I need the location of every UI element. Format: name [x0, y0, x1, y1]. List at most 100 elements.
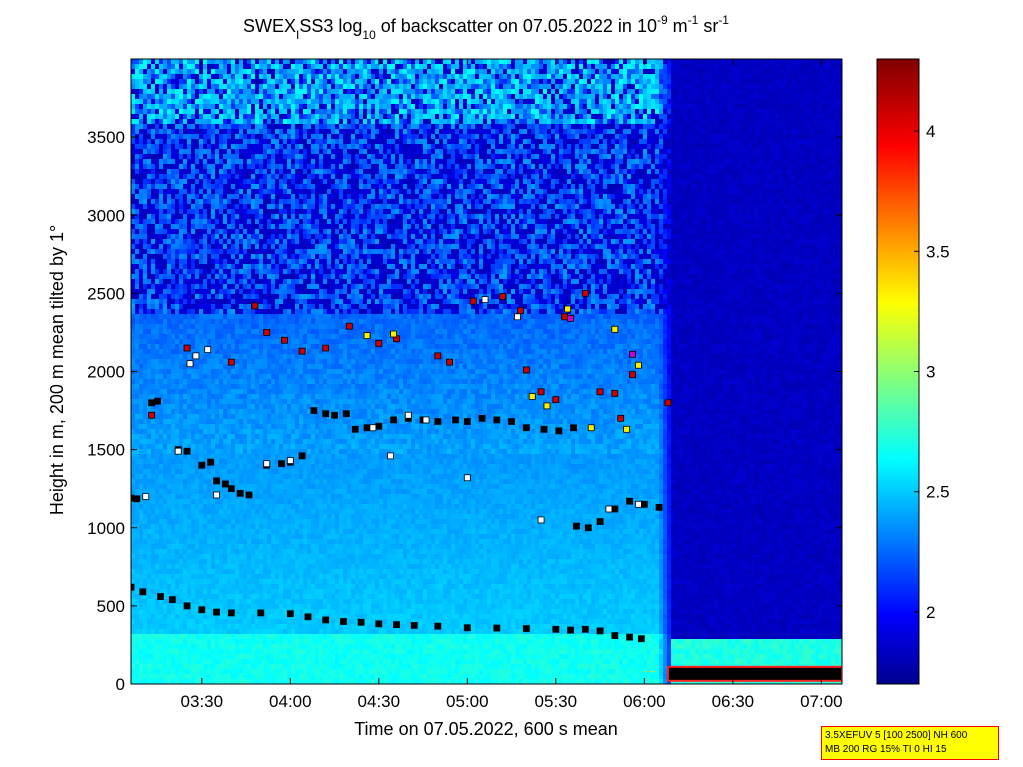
heatmap-cell [203, 479, 208, 485]
heatmap-cell [167, 269, 172, 275]
heatmap-cell [151, 409, 156, 415]
heatmap-cell [239, 69, 244, 75]
heatmap-cell [247, 134, 252, 140]
heatmap-cell [247, 59, 252, 65]
heatmap-cell [131, 239, 136, 245]
heatmap-cell [267, 334, 272, 340]
heatmap-cell [279, 164, 284, 170]
heatmap-cell [187, 349, 192, 355]
heatmap-cell [135, 154, 140, 160]
heatmap-cell [195, 459, 200, 465]
heatmap-cell [147, 479, 152, 485]
heatmap-cell [207, 339, 212, 345]
heatmap-cell [275, 149, 280, 155]
heatmap-cell [219, 504, 224, 510]
heatmap-cell [227, 169, 232, 175]
heatmap-cell [215, 589, 220, 595]
heatmap-cell [155, 144, 160, 150]
heatmap-cell [203, 404, 208, 410]
heatmap-cell [223, 144, 228, 150]
heatmap-cell [287, 294, 292, 300]
heatmap-cell [159, 289, 164, 295]
heatmap-cell [191, 194, 196, 200]
heatmap-cell [211, 389, 216, 395]
heatmap-cell [139, 504, 144, 510]
heatmap-cell [199, 509, 204, 515]
heatmap-cell [135, 369, 140, 375]
heatmap-cell [223, 84, 228, 90]
heatmap-cell [147, 639, 152, 645]
heatmap-cell [155, 434, 160, 440]
heatmap-cell [279, 659, 284, 665]
heatmap-cell [147, 349, 152, 355]
heatmap-cell [263, 549, 268, 555]
heatmap-cell [135, 129, 140, 135]
heatmap-cell [279, 389, 284, 395]
heatmap-cell [155, 114, 160, 120]
heatmap-cell [211, 179, 216, 185]
heatmap-cell [195, 344, 200, 350]
heatmap-cell [131, 414, 136, 420]
heatmap-cell [279, 124, 284, 130]
heatmap-cell [143, 279, 148, 285]
heatmap-cell [247, 199, 252, 205]
heatmap-cell [163, 499, 168, 505]
heatmap-cell [283, 394, 288, 400]
heatmap-cell [151, 599, 156, 605]
heatmap-cell [203, 484, 208, 490]
heatmap-cell [235, 214, 240, 220]
heatmap-cell [167, 384, 172, 390]
heatmap-cell [155, 169, 160, 175]
heatmap-cell [251, 479, 256, 485]
heatmap-cell [183, 469, 188, 475]
heatmap-cell [167, 349, 172, 355]
heatmap-cell [171, 479, 176, 485]
heatmap-cell [287, 239, 292, 245]
heatmap-cell [283, 249, 288, 255]
heatmap-cell [155, 224, 160, 230]
heatmap-cell [267, 189, 272, 195]
heatmap-cell [147, 549, 152, 555]
heatmap-cell [143, 569, 148, 575]
heatmap-cell [243, 439, 248, 445]
heatmap-cell [203, 424, 208, 430]
heatmap-cell [143, 604, 148, 610]
heatmap-cell [263, 204, 268, 210]
heatmap-cell [155, 494, 160, 500]
heatmap-cell [167, 369, 172, 375]
heatmap-cell [235, 474, 240, 480]
heatmap-cell [175, 634, 180, 640]
heatmap-cell [219, 569, 224, 575]
heatmap-cell [283, 464, 288, 470]
heatmap-cell [147, 434, 152, 440]
heatmap-cell [195, 584, 200, 590]
heatmap-cell [223, 289, 228, 295]
heatmap-cell [219, 369, 224, 375]
heatmap-cell [171, 459, 176, 465]
heatmap-cell [135, 124, 140, 130]
heatmap-cell [179, 624, 184, 630]
heatmap-cell [203, 254, 208, 260]
heatmap-cell [211, 319, 216, 325]
heatmap-cell [151, 114, 156, 120]
heatmap-cell [151, 194, 156, 200]
heatmap-cell [227, 94, 232, 100]
heatmap-cell [203, 489, 208, 495]
heatmap-cell [199, 329, 204, 335]
heatmap-cell [263, 139, 268, 145]
heatmap-cell [203, 149, 208, 155]
heatmap-cell [283, 519, 288, 525]
heatmap-cell [239, 389, 244, 395]
heatmap-cell [259, 84, 264, 90]
heatmap-cell [163, 174, 168, 180]
heatmap-cell [243, 359, 248, 365]
heatmap-cell [247, 484, 252, 490]
heatmap-cell [139, 329, 144, 335]
heatmap-cell [187, 154, 192, 160]
heatmap-cell [267, 59, 272, 65]
heatmap-cell [139, 519, 144, 525]
heatmap-cell [131, 669, 136, 675]
heatmap-cell [279, 364, 284, 370]
heatmap-cell [211, 534, 216, 540]
heatmap-cell [171, 574, 176, 580]
